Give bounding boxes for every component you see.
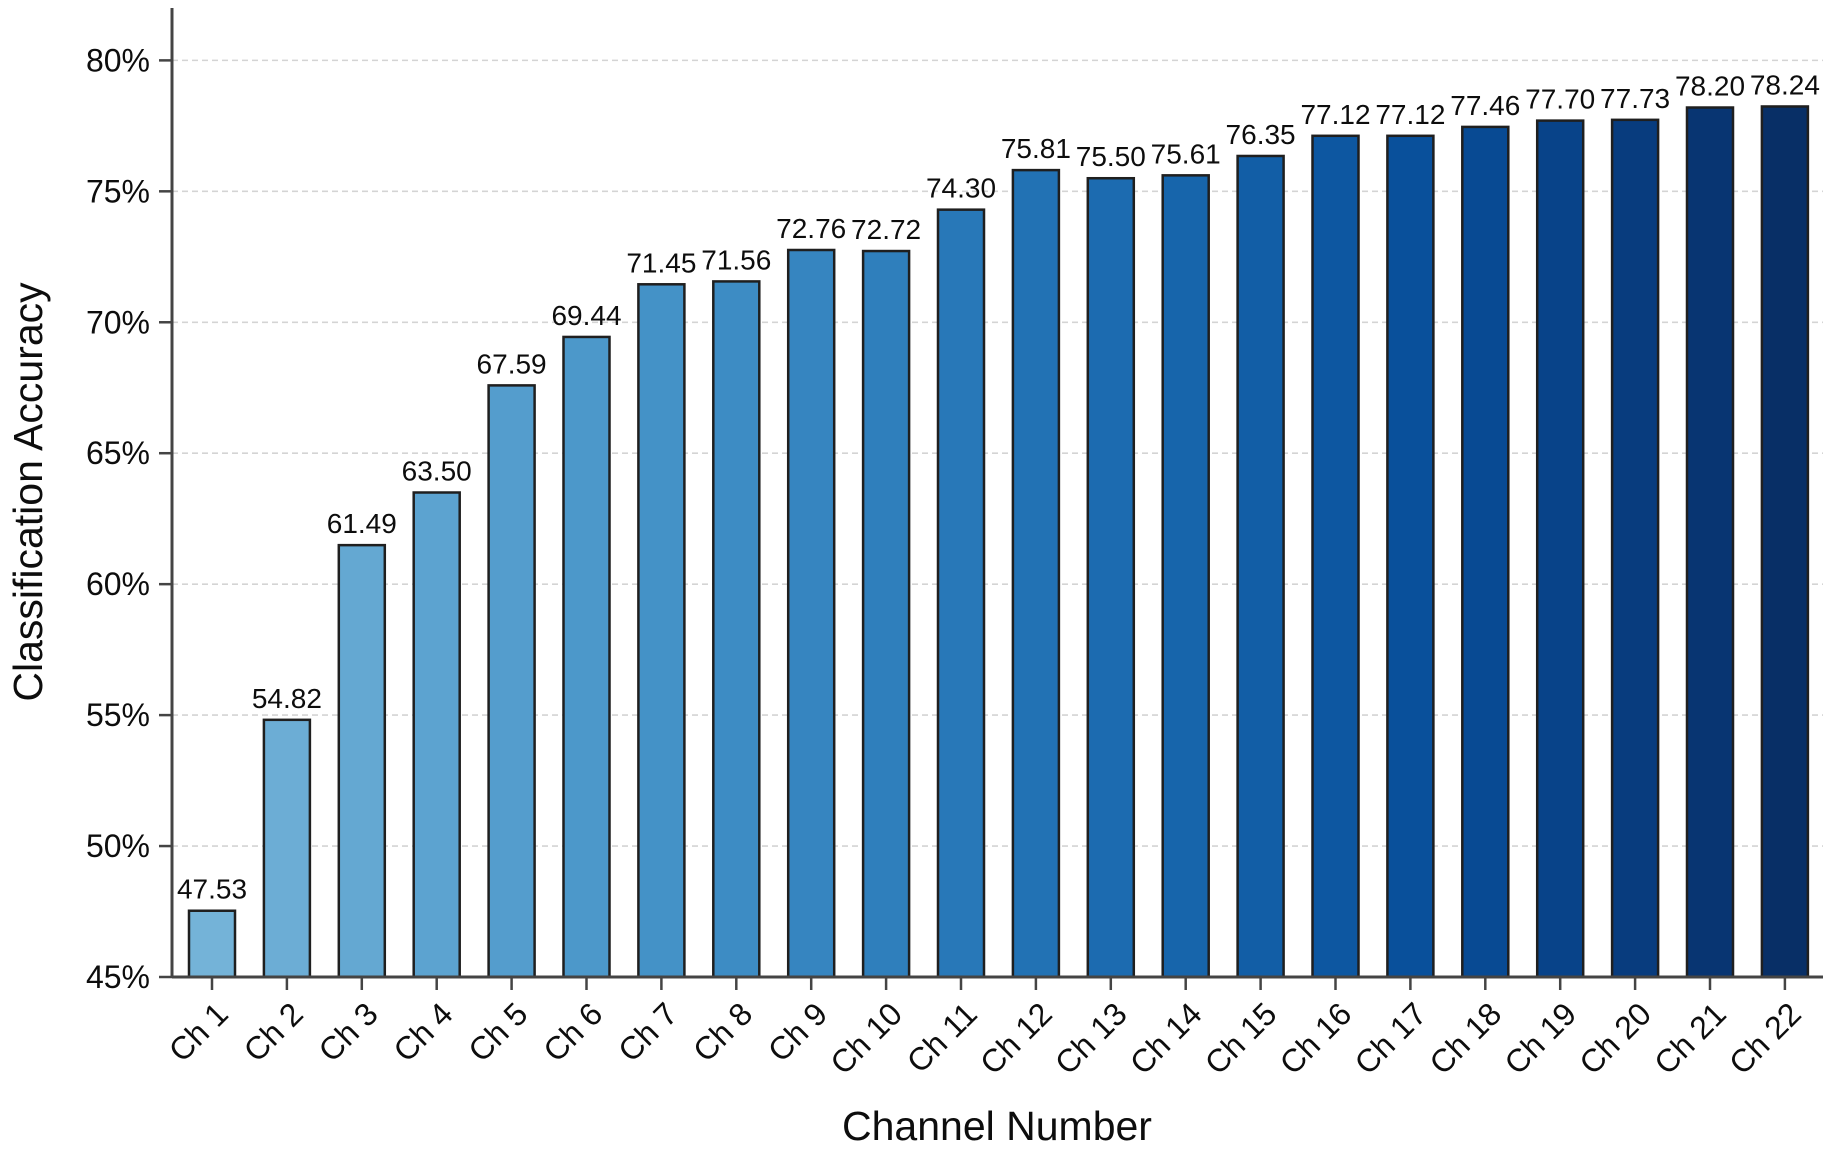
x-tick-label: Ch 10 — [823, 995, 909, 1081]
y-tick-label: 45% — [86, 959, 150, 995]
x-tick-label: Ch 12 — [973, 995, 1059, 1081]
bar-ch-16 — [1311, 134, 1360, 979]
y-tick-labels: 45% 50% 55% 60% 65% 70% 75% 80% — [86, 42, 172, 995]
bar-value-label: 71.45 — [626, 247, 696, 278]
x-tick-label: Ch 18 — [1422, 995, 1508, 1081]
bar-value-label: 77.70 — [1525, 84, 1595, 115]
x-tick-label: Ch 2 — [237, 995, 310, 1068]
y-tick-label: 80% — [86, 42, 150, 78]
bar-value-label: 75.50 — [1076, 141, 1146, 172]
x-tick-label: Ch 13 — [1048, 995, 1134, 1081]
x-tick-label: Ch 16 — [1273, 995, 1359, 1081]
x-tick-labels: Ch 1 Ch 2 Ch 3 Ch 4 Ch 5 Ch 6 Ch 7 Ch 8 Ch 9Ch 1… — [162, 977, 1808, 1081]
y-tick-label: 60% — [86, 566, 150, 602]
bar-ch-2 — [262, 718, 312, 979]
bar-ch-10 — [861, 249, 911, 979]
x-tick-label: Ch 20 — [1572, 995, 1658, 1081]
x-tick-label: Ch 21 — [1647, 995, 1733, 1081]
x-tick-label: Ch 22 — [1722, 995, 1808, 1081]
bar-ch-21 — [1685, 106, 1735, 979]
bar-ch-8 — [712, 280, 761, 979]
bar-value-label: 77.73 — [1600, 83, 1670, 114]
bar-ch-18 — [1461, 125, 1510, 979]
bar-ch-9 — [786, 248, 836, 979]
x-tick-label: Ch 8 — [686, 995, 759, 1068]
y-tick-label: 50% — [86, 828, 150, 864]
x-tick-label: Ch 3 — [311, 995, 384, 1068]
bar-ch-13 — [1086, 176, 1136, 979]
bar-ch-4 — [412, 491, 461, 979]
bar-value-label: 61.49 — [327, 508, 397, 539]
x-tick-label: Ch 19 — [1497, 995, 1583, 1081]
bar-value-label: 67.59 — [477, 348, 547, 379]
bar-value-label: 47.53 — [177, 874, 247, 905]
x-tick-label: Ch 5 — [461, 995, 534, 1068]
x-tick-label: Ch 11 — [900, 995, 984, 1079]
bar-ch-20 — [1610, 118, 1660, 979]
x-tick-label: Ch 17 — [1348, 995, 1434, 1081]
bar-ch-7 — [637, 283, 686, 979]
y-tick-label: 70% — [86, 304, 150, 340]
bar-value-label: 71.56 — [701, 244, 771, 275]
x-tick-label: Ch 7 — [611, 995, 684, 1068]
x-tick-label: Ch 14 — [1123, 995, 1209, 1081]
x-tick-label: Ch 1 — [162, 995, 235, 1068]
bar-value-label: 54.82 — [252, 683, 322, 714]
x-tick-label: Ch 15 — [1198, 995, 1284, 1081]
x-tick-label: Ch 9 — [761, 995, 834, 1068]
bars — [187, 105, 1810, 979]
bar-ch-17 — [1386, 134, 1435, 979]
bar-ch-6 — [562, 335, 611, 979]
bar-value-label: 77.12 — [1300, 99, 1370, 130]
bar-value-label: 77.12 — [1375, 99, 1445, 130]
bar-ch-22 — [1760, 105, 1810, 979]
y-tick-label: 75% — [86, 173, 150, 209]
bar-value-label: 77.46 — [1450, 90, 1520, 121]
bar-value-label: 72.72 — [851, 214, 921, 245]
bar-ch-1 — [187, 909, 237, 979]
axes — [170, 8, 1823, 979]
bar-ch-15 — [1236, 154, 1285, 979]
x-tick-label: Ch 4 — [386, 995, 459, 1068]
x-axis-title: Channel Number — [842, 1103, 1152, 1149]
bar-ch-5 — [487, 384, 536, 979]
bar-ch-3 — [337, 543, 387, 979]
y-tick-label: 55% — [86, 697, 150, 733]
bar-value-label: 63.50 — [402, 456, 472, 487]
bar-value-label: 74.30 — [926, 173, 996, 204]
y-tick-label: 65% — [86, 435, 150, 471]
bar-value-label: 75.81 — [1001, 133, 1071, 164]
x-tick-label: Ch 6 — [536, 995, 609, 1068]
bar-ch-12 — [1011, 168, 1061, 979]
bar-value-label: 76.35 — [1226, 119, 1296, 150]
bar-ch-11 — [936, 208, 986, 979]
bar-ch-14 — [1161, 174, 1210, 979]
bar-value-label: 78.24 — [1750, 69, 1820, 100]
bar-value-label: 72.76 — [776, 213, 846, 244]
bar-value-label: 78.20 — [1675, 71, 1745, 102]
bar-ch-19 — [1535, 119, 1585, 979]
bar-value-label: 69.44 — [551, 300, 621, 331]
y-axis-title: Classification Accuracy — [5, 282, 51, 702]
bar-value-label: 75.61 — [1151, 138, 1221, 169]
